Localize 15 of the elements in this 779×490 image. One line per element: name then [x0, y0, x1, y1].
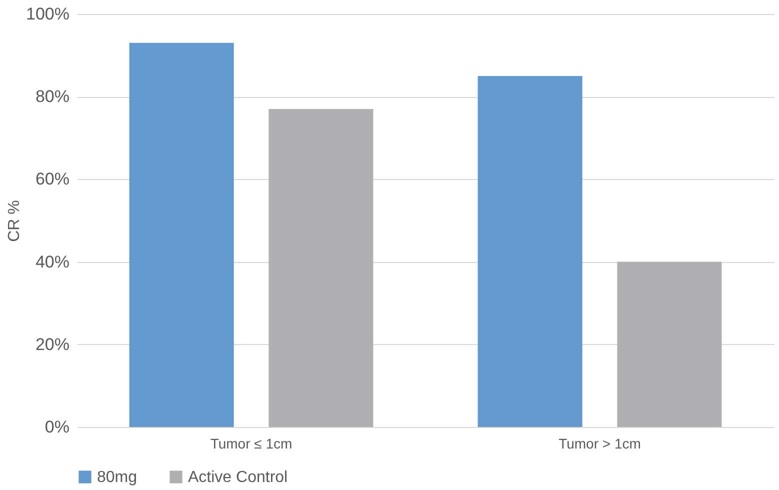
y-tick-label: 40% — [35, 252, 70, 272]
y-tick-label: 100% — [26, 4, 70, 24]
bar — [129, 42, 234, 427]
y-tick-label: 0% — [44, 418, 70, 436]
legend-label: 80mg — [97, 469, 138, 486]
bar — [268, 108, 374, 427]
y-tick-label: 60% — [35, 170, 70, 189]
y-tick-label: 80% — [35, 87, 70, 106]
y-axis-title: CR % — [6, 200, 24, 242]
legend-label: Active Control — [188, 469, 288, 486]
x-tick-label: Tumor ≤ 1cm — [210, 436, 292, 452]
x-tick-label: Tumor > 1cm — [558, 436, 641, 452]
y-tick-label: 20% — [35, 334, 70, 354]
bar — [617, 262, 722, 427]
bar — [478, 76, 582, 427]
